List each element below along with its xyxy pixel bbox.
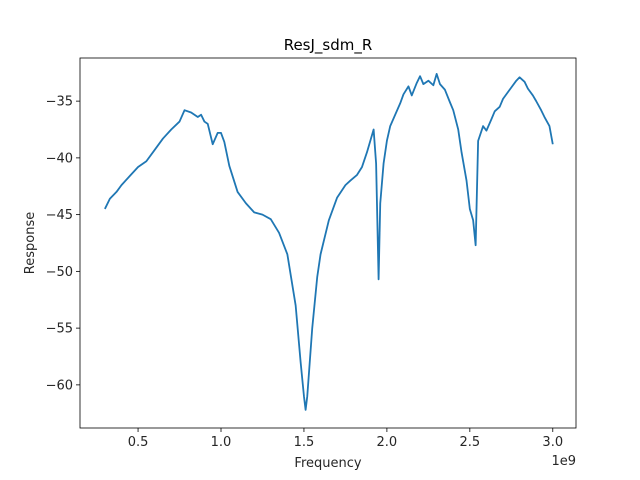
x-tick-label: 2.5 — [459, 435, 480, 450]
y-axis-label: Response — [23, 212, 38, 274]
x-tick-label: 1.5 — [294, 435, 315, 450]
x-axis-offset-label: 1e9 — [551, 454, 576, 469]
y-tick-label: −55 — [46, 322, 73, 337]
y-tick-label: −35 — [46, 95, 73, 110]
plot-area — [80, 58, 576, 428]
x-axis-label: Frequency — [294, 456, 361, 471]
x-axis-ticks: 0.5 1.0 1.5 2.0 2.5 3.0 — [128, 428, 563, 450]
y-axis-ticks: −35 −40 −45 −50 −55 −60 — [46, 95, 80, 393]
x-tick-label: 0.5 — [128, 435, 149, 450]
y-tick-label: −45 — [46, 208, 73, 223]
series-layer — [104, 72, 554, 411]
chart-title: ResJ_sdm_R — [284, 36, 373, 55]
y-tick-label: −40 — [46, 151, 73, 166]
x-tick-label: 1.0 — [211, 435, 232, 450]
series-line — [104, 72, 554, 411]
x-tick-label: 3.0 — [542, 435, 563, 450]
y-tick-label: −50 — [46, 265, 73, 280]
x-tick-label: 2.0 — [377, 435, 398, 450]
y-tick-label: −60 — [46, 378, 73, 393]
plot-frame — [79, 57, 577, 429]
